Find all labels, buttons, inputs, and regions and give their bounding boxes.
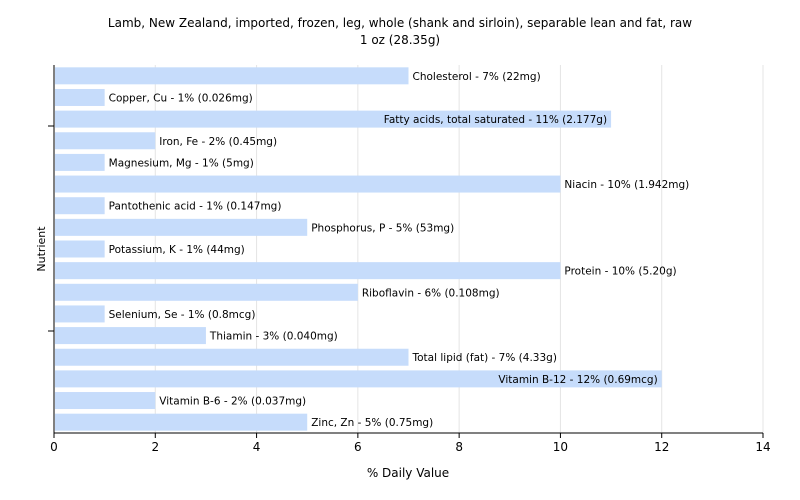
bar-label: Niacin - 10% (1.942mg) — [564, 179, 689, 191]
bar-label: Selenium, Se - 1% (0.8mcg) — [109, 309, 256, 321]
bar — [55, 413, 308, 431]
bar — [55, 67, 409, 85]
bar — [55, 392, 156, 410]
x-tick-label: 4 — [253, 440, 261, 454]
bar-label: Vitamin B-6 - 2% (0.037mg) — [159, 396, 306, 408]
bar-label: Protein - 10% (5.20g) — [564, 266, 676, 278]
bar — [55, 218, 308, 236]
bar-label: Potassium, K - 1% (44mg) — [109, 244, 245, 256]
bar-label: Total lipid (fat) - 7% (4.33g) — [412, 352, 557, 364]
x-tick-label: 2 — [151, 440, 159, 454]
bar — [55, 348, 409, 366]
bar — [55, 370, 662, 388]
x-tick-label: 0 — [50, 440, 58, 454]
bar-label: Iron, Fe - 2% (0.45mg) — [159, 136, 277, 148]
bar — [55, 88, 105, 106]
bar — [55, 175, 561, 193]
x-tick-label: 10 — [553, 440, 568, 454]
bar — [55, 327, 206, 345]
bar-label: Riboflavin - 6% (0.108mg) — [362, 287, 500, 299]
x-axis-label: % Daily Value — [367, 466, 449, 480]
bar-label: Cholesterol - 7% (22mg) — [413, 71, 541, 83]
x-tick-label: 6 — [354, 440, 362, 454]
bar — [55, 153, 105, 171]
bar — [55, 110, 612, 128]
bar — [55, 305, 105, 323]
bar-label: Phosphorus, P - 5% (53mg) — [311, 222, 454, 234]
bar-label: Vitamin B-12 - 12% (0.69mcg) — [498, 374, 657, 386]
x-tick-label: 12 — [654, 440, 669, 454]
bar-label: Thiamin - 3% (0.040mg) — [209, 331, 338, 343]
bar — [55, 132, 156, 150]
bars — [55, 67, 662, 431]
chart-subtitle: 1 oz (28.35g) — [360, 33, 440, 47]
bar-label: Copper, Cu - 1% (0.026mg) — [109, 92, 253, 104]
x-tick-label: 14 — [755, 440, 770, 454]
bar-labels: Cholesterol - 7% (22mg) Copper, Cu - 1% (… — [109, 71, 690, 429]
bar-label: Pantothenic acid - 1% (0.147mg) — [109, 201, 282, 213]
y-axis-label: Nutrient — [35, 226, 48, 272]
bar-label: Zinc, Zn - 5% (0.75mg) — [311, 417, 433, 429]
bar — [55, 197, 105, 215]
bar-label: Fatty acids, total saturated - 11% (2.17… — [384, 114, 607, 126]
bar-label: Magnesium, Mg - 1% (5mg) — [109, 157, 254, 169]
chart-title: Lamb, New Zealand, imported, frozen, leg… — [108, 16, 692, 30]
x-ticks: 0 2 4 6 8 10 12 14 — [50, 433, 771, 454]
bar — [55, 262, 561, 280]
x-tick-label: 8 — [455, 440, 463, 454]
bar — [55, 240, 105, 258]
bar — [55, 283, 358, 301]
